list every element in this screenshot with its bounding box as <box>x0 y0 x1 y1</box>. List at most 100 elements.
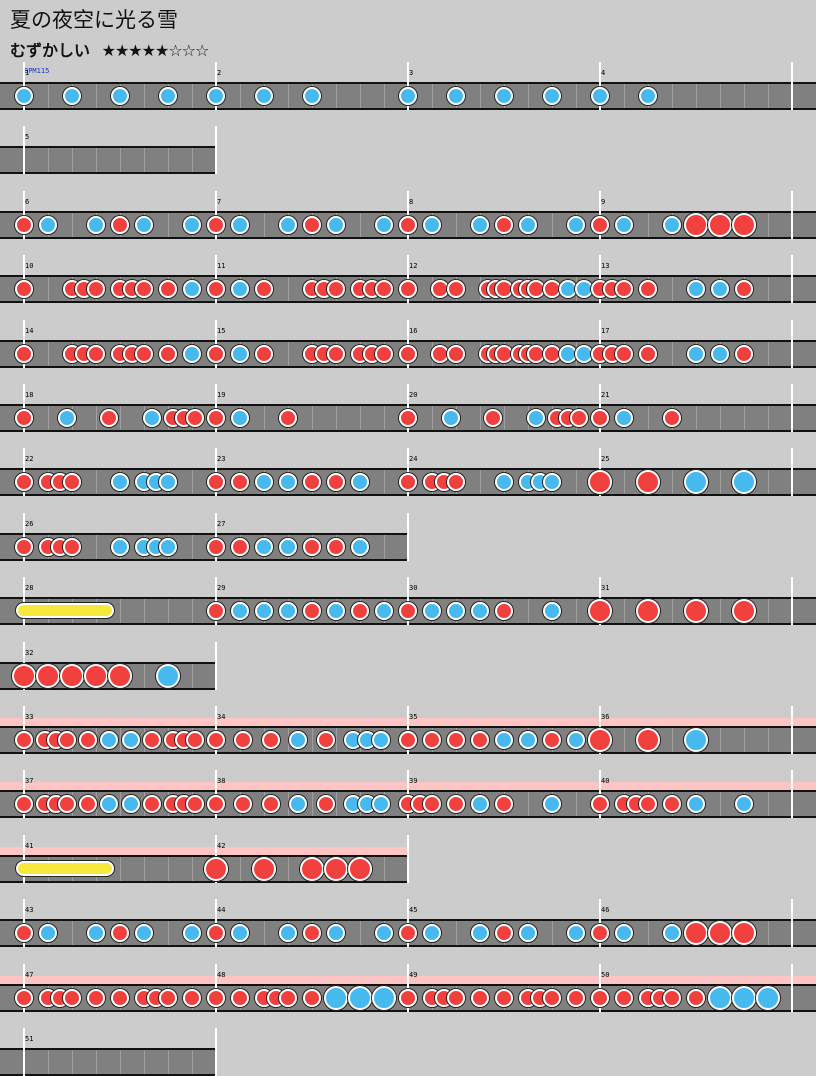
big-don-note <box>348 856 372 881</box>
chart-title: 夏の夜空に光る雪 <box>10 8 178 32</box>
measure-number: 28 <box>25 584 34 593</box>
beat-line <box>432 406 433 430</box>
beat-line <box>672 84 673 108</box>
don-note <box>639 795 657 814</box>
ka-note <box>183 215 201 234</box>
ka-note <box>423 602 441 621</box>
beat-line <box>168 921 169 946</box>
don-note <box>569 409 588 427</box>
beat-line <box>120 406 121 430</box>
don-note <box>15 537 33 556</box>
bar-line <box>407 448 409 497</box>
don-note <box>207 731 225 749</box>
don-note <box>279 988 297 1007</box>
don-note <box>63 537 81 556</box>
don-note <box>234 795 253 814</box>
big-don-note <box>588 728 612 752</box>
don-note <box>423 731 441 749</box>
ka-note <box>591 87 609 105</box>
bar-line <box>407 706 409 754</box>
beat-line <box>672 599 673 624</box>
bar-line <box>599 384 601 432</box>
ka-note <box>663 215 681 234</box>
beat-line <box>288 84 289 108</box>
don-note <box>639 344 657 363</box>
beat-line <box>240 84 241 108</box>
don-note <box>399 409 417 427</box>
don-note <box>591 988 609 1007</box>
don-note <box>111 924 129 943</box>
beat-line <box>48 341 49 366</box>
beat-line <box>648 406 649 430</box>
beat-line <box>264 406 265 430</box>
beat-line <box>384 84 385 108</box>
don-note <box>351 602 369 621</box>
beat-line <box>480 406 481 430</box>
bar-line <box>23 963 25 1012</box>
beat-line <box>48 277 49 302</box>
beat-line <box>72 148 73 173</box>
beat-line <box>456 921 457 946</box>
don-note <box>207 473 225 492</box>
don-note <box>543 731 561 749</box>
ka-note <box>423 924 441 943</box>
don-note <box>185 795 204 814</box>
beat-line <box>120 1050 121 1074</box>
beat-line <box>672 277 673 302</box>
measure-number: 32 <box>25 648 34 657</box>
bar-line <box>407 834 409 883</box>
don-note <box>111 988 129 1007</box>
don-note <box>207 602 225 621</box>
ka-note <box>735 795 753 814</box>
bar-line <box>23 899 25 948</box>
beat-line <box>768 277 769 302</box>
big-ka-note <box>684 470 708 495</box>
bar-line <box>215 512 217 561</box>
measure-number: 24 <box>409 455 418 464</box>
don-note <box>471 731 489 749</box>
ka-note <box>63 87 81 105</box>
beat-line <box>48 1050 49 1074</box>
ka-note <box>447 87 465 105</box>
beat-line <box>696 406 697 430</box>
bpm-marker: BPM115 <box>24 67 50 75</box>
measure-number: 3 <box>409 69 414 77</box>
don-note <box>447 731 465 749</box>
measure-number: 46 <box>601 906 610 915</box>
big-don-note <box>636 599 660 624</box>
bar-line <box>23 190 25 239</box>
don-note <box>207 988 225 1007</box>
don-note <box>303 988 321 1007</box>
big-don-note <box>636 470 660 495</box>
bar-line <box>407 190 409 239</box>
ka-note <box>687 344 705 363</box>
don-note <box>591 215 609 234</box>
big-don-note <box>204 856 228 881</box>
don-note <box>143 795 161 814</box>
bar-line <box>407 770 409 819</box>
beat-line <box>384 470 385 495</box>
don-note <box>399 602 417 621</box>
measure-number: 27 <box>217 519 226 528</box>
don-note <box>591 924 609 943</box>
don-note <box>639 280 657 299</box>
beat-line <box>648 921 649 946</box>
difficulty-label: むずかしい <box>10 41 91 60</box>
measure-number: 42 <box>217 841 226 850</box>
don-note <box>231 988 249 1007</box>
ka-note <box>231 344 249 363</box>
bar-line <box>791 255 793 304</box>
beat-line <box>240 856 241 881</box>
big-don-note <box>684 921 708 946</box>
bar-line <box>23 1028 25 1076</box>
big-don-note <box>36 663 60 688</box>
don-note <box>663 988 681 1007</box>
don-note <box>15 344 33 363</box>
beat-line <box>144 84 145 108</box>
beat-line <box>192 1050 193 1074</box>
bar-line <box>791 384 793 432</box>
ka-note <box>639 87 657 105</box>
beat-line <box>744 84 745 108</box>
beat-line <box>144 856 145 881</box>
don-note <box>375 344 393 363</box>
